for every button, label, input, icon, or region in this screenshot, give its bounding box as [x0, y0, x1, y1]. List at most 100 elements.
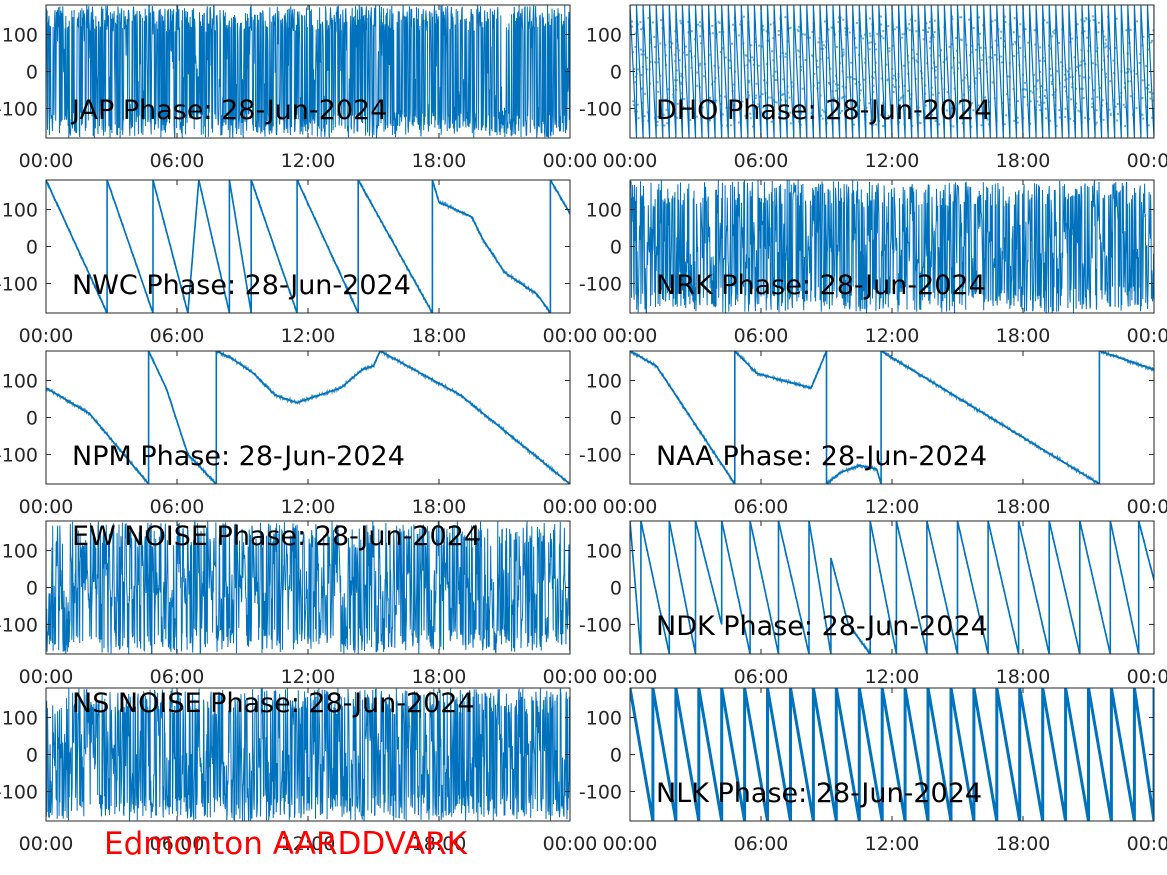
x-tick-label: 06:00: [734, 150, 789, 172]
x-tick-label: 06:00: [150, 666, 205, 688]
chart-title: EW NOISE Phase: 28-Jun-2024: [72, 521, 481, 552]
x-tick-label: 00:00: [603, 496, 658, 518]
phase-series-9: [46, 688, 570, 821]
phase-series-4: [630, 180, 1154, 313]
y-tick-label: 100: [2, 371, 38, 393]
x-tick-label: 12:00: [281, 150, 336, 172]
phase-series-8: [630, 521, 1154, 654]
x-tick-label: 18:00: [412, 325, 467, 347]
y-tick-label: 100: [2, 25, 38, 47]
x-tick-label: 12:00: [281, 325, 336, 347]
x-tick-label: 00:00: [1127, 150, 1167, 172]
x-tick-label: 12:00: [865, 666, 920, 688]
footer-label: Edmonton AARDDVARK: [104, 826, 468, 862]
x-tick-label: 00:00: [19, 150, 74, 172]
chart-title: JAP Phase: 28-Jun-2024: [70, 95, 387, 126]
x-tick-label: 12:00: [865, 496, 920, 518]
x-tick-label: 06:00: [734, 833, 789, 855]
x-tick-label: 06:00: [150, 325, 205, 347]
phase-series-2: [630, 5, 1154, 138]
x-tick-label: 18:00: [996, 833, 1051, 855]
x-tick-label: 00:00: [543, 496, 598, 518]
x-tick-label: 00:00: [1127, 666, 1167, 688]
chart-title: NAA Phase: 28-Jun-2024: [656, 441, 987, 472]
chart-title: NPM Phase: 28-Jun-2024: [72, 441, 405, 472]
y-tick-label: -100: [0, 98, 38, 120]
x-tick-label: 00:00: [19, 666, 74, 688]
x-tick-label: 00:00: [603, 150, 658, 172]
x-tick-label: 00:00: [543, 150, 598, 172]
y-tick-label: 100: [586, 371, 622, 393]
x-tick-label: 12:00: [865, 833, 920, 855]
phase-line: [630, 180, 1154, 313]
x-tick-label: 12:00: [865, 150, 920, 172]
chart-panel-2: -100 0 100 00:00 06:00 12:00 18:00 00:00 DHO Pha…: [579, 4, 1167, 172]
x-tick-label: 18:00: [996, 150, 1051, 172]
x-tick-label: 18:00: [996, 666, 1051, 688]
phase-line: [46, 5, 570, 138]
x-tick-label: 00:00: [19, 496, 74, 518]
y-tick-label: 0: [610, 62, 622, 84]
x-tick-label: 00:00: [19, 325, 74, 347]
chart-panel-6: -100 0 100 00:00 06:00 12:00 18:00 00:00 NAA Pha…: [579, 350, 1167, 518]
y-tick-label: 0: [610, 745, 622, 767]
x-tick-label: 12:00: [281, 666, 336, 688]
y-tick-label: -100: [579, 98, 622, 120]
chart-panel-8: -100 0 100 00:00 06:00 12:00 18:00 00:00 NDK Pha…: [579, 520, 1167, 688]
y-tick-label: 0: [610, 578, 622, 600]
y-tick-label: -100: [0, 273, 38, 295]
x-tick-label: 00:00: [603, 325, 658, 347]
chart-title: NRK Phase: 28-Jun-2024: [656, 270, 986, 301]
x-tick-label: 00:00: [603, 666, 658, 688]
x-tick-label: 00:00: [543, 666, 598, 688]
y-tick-label: 0: [26, 62, 38, 84]
y-tick-label: 0: [610, 408, 622, 430]
chart-panel-1: -100 0 100 00:00 06:00 12:00 18:00 00:00 JAP Pha…: [0, 4, 598, 172]
x-tick-label: 18:00: [996, 325, 1051, 347]
chart-title: NLK Phase: 28-Jun-2024: [656, 778, 982, 809]
x-tick-label: 06:00: [150, 833, 205, 855]
phase-line-noise: [630, 521, 1154, 654]
x-tick-label: 06:00: [734, 325, 789, 347]
y-tick-label: 0: [26, 237, 38, 259]
phase-series-5: [46, 351, 570, 484]
chart-title: DHO Phase: 28-Jun-2024: [656, 95, 991, 126]
phase-series-7: [46, 521, 570, 654]
y-tick-label: -100: [579, 781, 622, 803]
chart-panel-4: -100 0 100 00:00 06:00 12:00 18:00 00:00 NRK Pha…: [579, 179, 1167, 347]
phase-series-1: [46, 5, 570, 138]
phase-line: [46, 688, 570, 821]
x-tick-label: 18:00: [996, 496, 1051, 518]
y-tick-label: 0: [26, 408, 38, 430]
y-tick-label: 0: [26, 578, 38, 600]
y-tick-label: -100: [579, 273, 622, 295]
y-tick-label: 100: [586, 541, 622, 563]
phase-line-noise: [630, 351, 1154, 484]
x-tick-label: 18:00: [412, 496, 467, 518]
y-tick-label: -100: [579, 614, 622, 636]
phase-line: [46, 521, 570, 654]
x-tick-label: 18:00: [412, 666, 467, 688]
x-tick-label: 06:00: [734, 666, 789, 688]
x-tick-label: 12:00: [281, 496, 336, 518]
y-tick-label: 100: [2, 708, 38, 730]
y-tick-label: 100: [2, 200, 38, 222]
x-tick-label: 06:00: [150, 150, 205, 172]
chart-panel-7: -100 0 100 00:00 06:00 12:00 18:00 00:00 EW NOIS…: [0, 520, 598, 688]
y-tick-label: 100: [586, 200, 622, 222]
x-tick-label: 12:00: [865, 325, 920, 347]
x-tick-label: 00:00: [603, 833, 658, 855]
x-tick-label: 12:00: [281, 833, 336, 855]
y-tick-label: -100: [0, 614, 38, 636]
phase-series-3: [46, 180, 570, 313]
x-tick-label: 06:00: [150, 496, 205, 518]
phase-line-noise: [630, 15, 1154, 128]
x-tick-label: 00:00: [1127, 833, 1167, 855]
y-tick-label: 100: [2, 541, 38, 563]
phase-line-noise: [46, 351, 570, 484]
phase-line-noise: [46, 180, 570, 313]
chart-panel-5: -100 0 100 00:00 06:00 12:00 18:00 00:00 NPM Pha…: [0, 350, 598, 518]
x-tick-label: 00:00: [1127, 496, 1167, 518]
y-tick-label: 0: [26, 745, 38, 767]
